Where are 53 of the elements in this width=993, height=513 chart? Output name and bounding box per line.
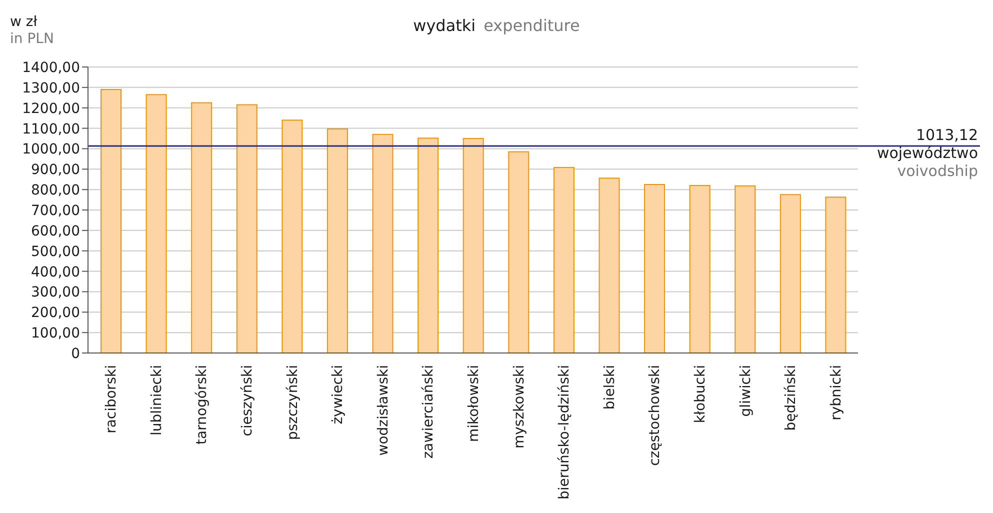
- bar: [372, 134, 394, 353]
- x-tick-label: lubliniecki: [148, 365, 165, 436]
- y-tick-label: 200,00: [31, 305, 80, 322]
- x-tick-label: cieszyński: [240, 365, 256, 436]
- x-tick-label: częstochowski: [647, 365, 664, 466]
- x-tick-label: gliwicki: [738, 365, 754, 417]
- y-tick-label: 400,00: [31, 264, 80, 280]
- x-tick-label: raciborski: [104, 365, 120, 434]
- x-tick-label: kłobucki: [692, 365, 708, 424]
- y-tick-label: 900,00: [31, 162, 80, 178]
- x-tick-label: mikołowski: [466, 365, 482, 442]
- y-tick-label: 1300,00: [22, 80, 80, 96]
- x-tick-label: pszczyński: [284, 365, 301, 440]
- y-tick-label: 800,00: [31, 182, 80, 199]
- y-tick-label: 1100,00: [22, 121, 80, 138]
- bar: [825, 196, 846, 353]
- bar: [734, 185, 756, 353]
- y-tick-label: 600,00: [31, 223, 80, 240]
- y-tick-label: 300,00: [31, 284, 80, 301]
- bar: [236, 104, 258, 353]
- y-tick-label: 100,00: [31, 326, 80, 342]
- bar: [553, 167, 574, 353]
- bar: [508, 151, 530, 353]
- bar: [326, 128, 348, 353]
- bar: [146, 94, 167, 353]
- bar: [780, 194, 801, 353]
- bar: [282, 120, 303, 353]
- y-tick-label: 500,00: [31, 244, 80, 260]
- ref-line-label: 1013,12 województwo voivodship: [876, 126, 978, 180]
- y-tick-label: 700,00: [31, 202, 80, 219]
- chart-subtitle: expenditure: [484, 16, 580, 35]
- x-tick-label: bielski: [602, 365, 618, 410]
- y-tick-label: 0: [71, 346, 80, 362]
- bar: [418, 138, 439, 353]
- x-tick-label: rybnicki: [828, 365, 844, 420]
- y-axis-title: w zł in PLN: [10, 14, 54, 48]
- y-tick-label: 1000,00: [22, 142, 80, 158]
- bar: [644, 184, 666, 353]
- bar: [462, 138, 484, 353]
- x-tick-label: myszkowski: [511, 365, 528, 448]
- x-tick-label: żywiecki: [330, 365, 346, 424]
- chart-title: wydatki: [413, 16, 476, 35]
- y-tick-label: 1200,00: [22, 100, 80, 117]
- bar: [100, 88, 122, 353]
- x-tick-label: bieruńsko-lędziński: [556, 365, 573, 500]
- bar: [191, 102, 212, 353]
- bar: [689, 184, 710, 353]
- y-tick-label: 1400,00: [22, 60, 80, 76]
- bar: [598, 178, 620, 353]
- x-tick-label: wodzisławski: [375, 365, 392, 456]
- x-tick-label: będziński: [783, 365, 800, 431]
- x-tick-label: zawierciański: [420, 365, 437, 459]
- x-tick-label: tarnogórski: [194, 365, 210, 445]
